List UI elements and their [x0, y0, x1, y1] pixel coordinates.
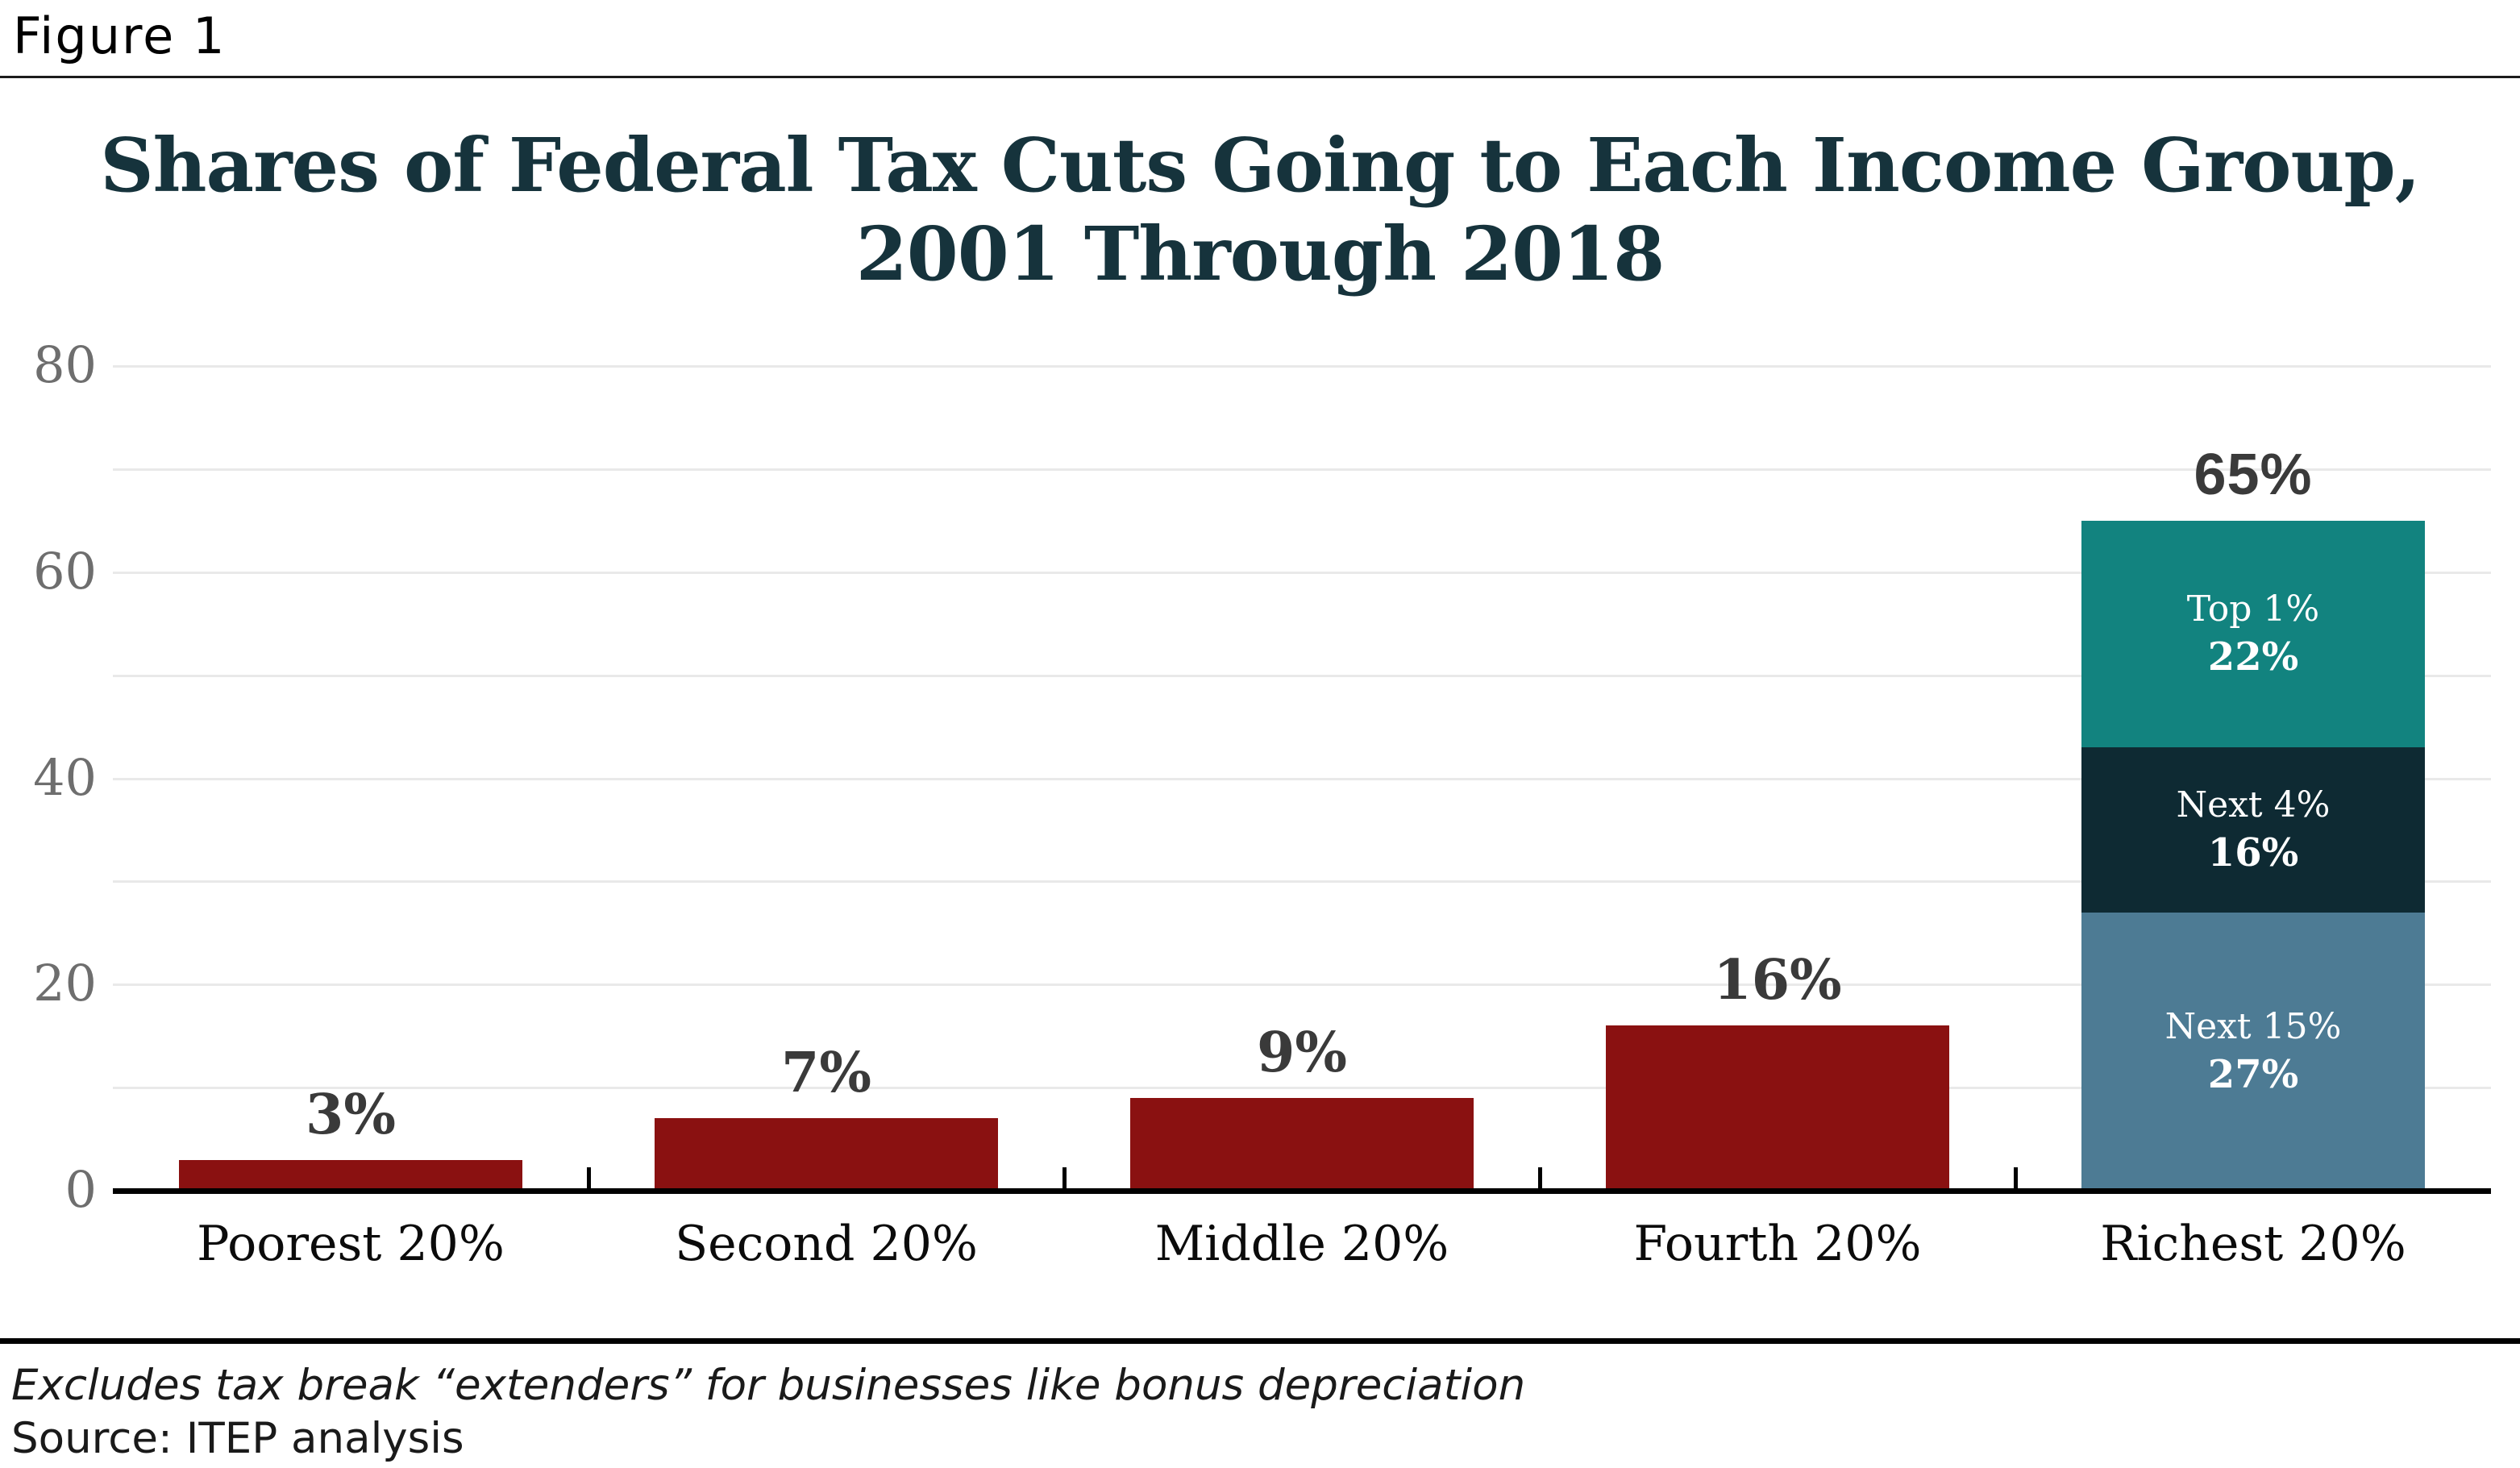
y-axis-tick-label: 0: [64, 1160, 97, 1220]
gridline: [113, 572, 2491, 574]
x-axis-category-label: Second 20%: [675, 1216, 978, 1272]
segment-percent-label: 16%: [2207, 830, 2299, 876]
gridline: [113, 675, 2491, 677]
x-axis-category-label: Richest 20%: [2100, 1216, 2406, 1272]
axis-boundary-tick: [2014, 1167, 2018, 1188]
gridline: [113, 778, 2491, 780]
footnote-text: Excludes tax break “extenders” for busin…: [11, 1361, 1526, 1410]
segment-name-label: Next 15%: [2164, 1005, 2342, 1047]
bar: [655, 1118, 998, 1191]
bar: [1130, 1098, 1474, 1191]
segment-percent-label: 27%: [2207, 1052, 2299, 1098]
bar: [179, 1160, 522, 1191]
gridline: [113, 365, 2491, 368]
axis-boundary-tick: [1538, 1167, 1542, 1188]
bar-value-label: 16%: [1713, 948, 1842, 1013]
axis-boundary-tick: [1062, 1167, 1067, 1188]
y-axis-tick-label: 60: [33, 542, 97, 601]
footer-divider-line: [0, 1338, 2520, 1344]
y-axis-tick-label: 80: [33, 335, 97, 395]
x-axis-category-label: Poorest 20%: [197, 1216, 505, 1272]
chart-title-line1: Shares of Federal Tax Cuts Going to Each…: [100, 122, 2421, 209]
chart-title-line2: 2001 Through 2018: [855, 210, 1665, 298]
gridline: [113, 984, 2491, 986]
bar-segment: Next 4% 16%: [2081, 747, 2425, 913]
segment-name-label: Top 1%: [2186, 588, 2320, 630]
bar-segment: Top 1% 22%: [2081, 521, 2425, 747]
bar: [1606, 1025, 1949, 1191]
x-axis-category-label: Fourth 20%: [1633, 1216, 1922, 1272]
bar-segment: Next 15% 27%: [2081, 913, 2425, 1191]
bar-value-label: 9%: [1257, 1021, 1347, 1085]
bar-value-label: 3%: [306, 1083, 396, 1147]
chart-title: Shares of Federal Tax Cuts Going to Each…: [0, 121, 2520, 299]
y-axis-tick-label: 40: [33, 748, 97, 808]
top-divider-line: [0, 76, 2520, 78]
segment-percent-label: 22%: [2207, 634, 2299, 680]
bar-value-label: 7%: [781, 1041, 871, 1105]
y-axis-tick-label: 20: [33, 954, 97, 1013]
x-axis-line: [113, 1188, 2491, 1194]
gridline: [113, 468, 2491, 471]
gridline: [113, 880, 2491, 883]
axis-boundary-tick: [587, 1167, 591, 1188]
figure-label: Figure 1: [13, 6, 227, 65]
x-axis-category-label: Middle 20%: [1154, 1216, 1449, 1272]
segment-name-label: Next 4%: [2176, 784, 2331, 825]
source-text: Source: ITEP analysis: [11, 1414, 464, 1463]
bar-value-label: 65%: [2194, 443, 2313, 507]
gridline: [113, 1087, 2491, 1089]
